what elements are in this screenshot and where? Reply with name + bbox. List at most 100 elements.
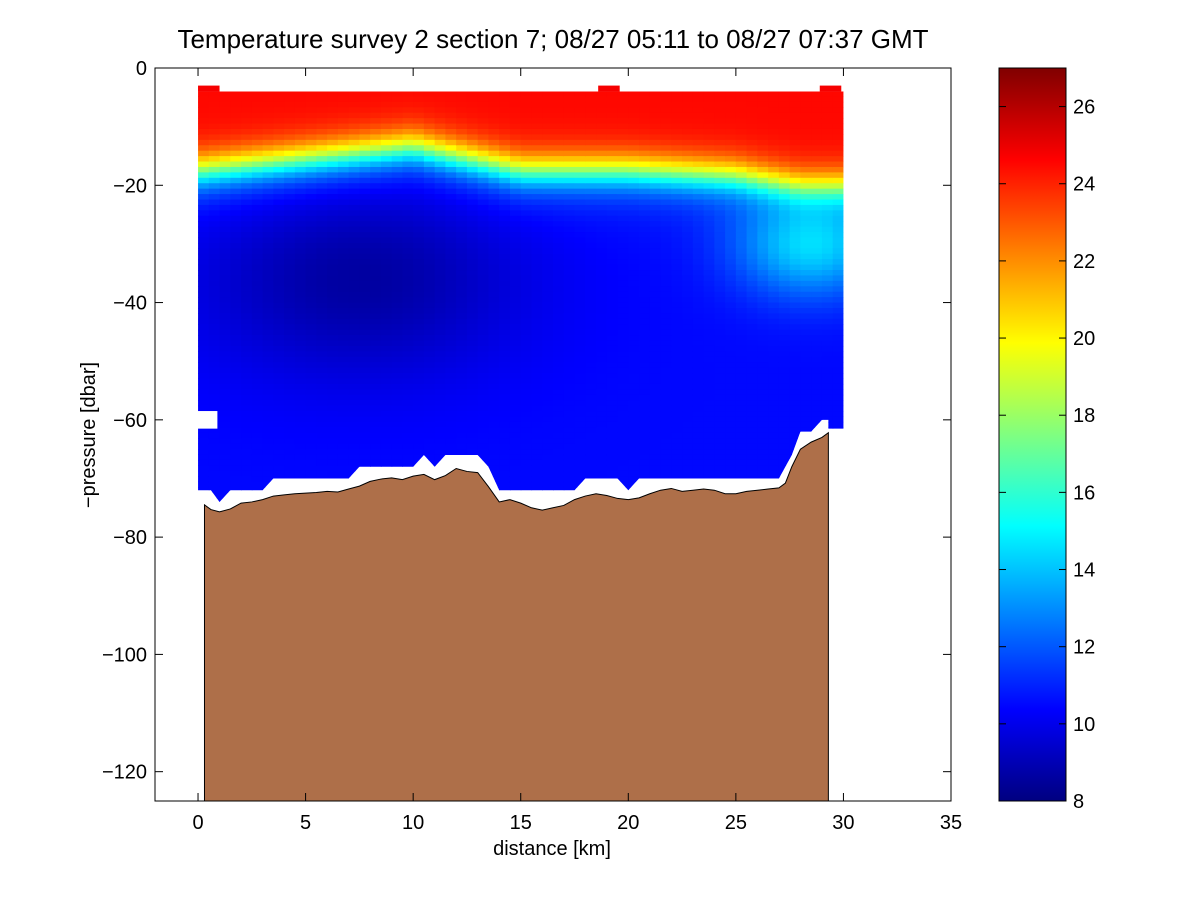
temperature-cell [337, 210, 350, 217]
temperature-cell [768, 378, 780, 385]
temperature-cell [553, 264, 565, 271]
temperature-cell [800, 324, 812, 331]
temperature-cell [413, 313, 425, 320]
temperature-cell [391, 253, 404, 260]
temperature-cell [499, 356, 511, 363]
temperature-cell [735, 340, 748, 347]
temperature-cell [337, 96, 350, 103]
temperature-cell [768, 150, 780, 157]
temperature-cell [778, 96, 791, 103]
temperature-cell [456, 324, 468, 331]
temperature-cell [219, 449, 231, 456]
temperature-cell [445, 351, 457, 358]
temperature-cell [198, 259, 210, 266]
temperature-cell [811, 188, 823, 195]
temperature-cell [735, 416, 748, 423]
temperature-cell [477, 150, 490, 157]
temperature-cell [617, 307, 629, 314]
temperature-cell [542, 438, 554, 445]
temperature-cell [370, 128, 382, 136]
temperature-cell [531, 459, 543, 466]
temperature-cell [230, 199, 242, 206]
temperature-cell [574, 232, 586, 239]
temperature-cell [682, 259, 694, 266]
temperature-cell [477, 139, 490, 146]
temperature-cell [445, 101, 457, 108]
temperature-cell [273, 172, 285, 179]
temperature-cell [284, 242, 296, 249]
temperature-cell [434, 253, 447, 260]
temperature-cell [574, 324, 586, 331]
temperature-cell [499, 145, 511, 152]
temperature-cell [294, 166, 307, 173]
temperature-cell [359, 123, 371, 130]
temperature-cell [563, 188, 576, 195]
temperature-cell [198, 389, 210, 396]
temperature-cell [735, 107, 748, 114]
temperature-cell [800, 248, 812, 255]
temperature-cell [520, 270, 533, 277]
temperature-cell [671, 329, 683, 336]
temperature-cell [660, 389, 672, 396]
temperature-cell [649, 356, 662, 363]
temperature-cell [671, 324, 683, 331]
temperature-cell [703, 91, 715, 98]
temperature-cell [778, 156, 791, 163]
temperature-cell [596, 389, 608, 396]
temperature-cell [402, 204, 414, 211]
temperature-cell [596, 324, 608, 331]
temperature-cell [585, 199, 597, 206]
temperature-cell [413, 150, 425, 157]
temperature-cell [434, 307, 447, 314]
temperature-cell [423, 307, 436, 314]
temperature-cell [359, 112, 371, 119]
temperature-cell [466, 150, 479, 157]
temperature-cell [553, 438, 565, 445]
temperature-cell [606, 188, 619, 195]
temperature-cell [596, 199, 608, 206]
temperature-cell [423, 291, 436, 298]
temperature-cell [434, 318, 447, 325]
temperature-cell [778, 280, 791, 287]
temperature-cell [413, 351, 425, 358]
temperature-cell [359, 432, 371, 439]
temperature-cell [725, 335, 737, 342]
temperature-cell [725, 123, 737, 130]
temperature-cell [456, 400, 468, 407]
temperature-cell [585, 183, 597, 190]
temperature-cell [639, 123, 651, 130]
temperature-cell [466, 313, 479, 320]
temperature-cell [596, 373, 608, 380]
temperature-cell [316, 96, 328, 103]
temperature-cell [660, 465, 672, 472]
temperature-cell [359, 329, 371, 336]
temperature-cell [628, 405, 640, 412]
temperature-cell [445, 400, 457, 407]
temperature-cell [617, 253, 629, 260]
temperature-cell [273, 378, 285, 385]
temperature-cell [800, 172, 812, 179]
temperature-cell [477, 400, 490, 407]
temperature-cell [542, 139, 554, 146]
temperature-cell [230, 221, 242, 228]
temperature-cell [563, 313, 576, 320]
temperature-cell [509, 340, 522, 347]
temperature-cell [746, 139, 758, 146]
temperature-cell [821, 91, 834, 98]
temperature-cell [821, 188, 834, 195]
temperature-cell [768, 270, 780, 277]
temperature-cell [262, 107, 274, 114]
temperature-cell [682, 307, 694, 314]
temperature-cell [671, 373, 683, 380]
temperature-cell [348, 248, 360, 255]
temperature-cell [305, 313, 317, 320]
temperature-cell [778, 378, 791, 385]
temperature-cell [531, 107, 543, 114]
temperature-cell [359, 427, 371, 434]
temperature-cell [391, 459, 404, 466]
temperature-cell [391, 123, 404, 130]
temperature-cell [628, 199, 640, 206]
temperature-cell [649, 302, 662, 309]
temperature-cell [327, 378, 339, 385]
